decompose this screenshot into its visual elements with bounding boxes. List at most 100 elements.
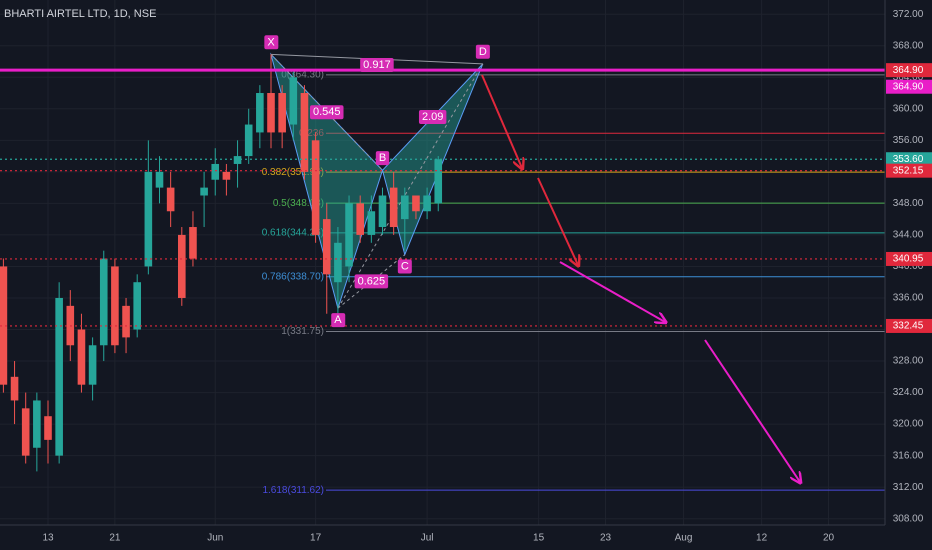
candle-body bbox=[278, 93, 286, 133]
y-tick-label: 368.00 bbox=[893, 40, 924, 51]
x-tick-label: 13 bbox=[42, 533, 54, 544]
ratio-label-bg bbox=[354, 274, 389, 289]
candle-body bbox=[0, 266, 8, 385]
point-label: D bbox=[479, 46, 487, 58]
price-label: 364.90 bbox=[893, 81, 924, 92]
x-tick-label: 20 bbox=[823, 533, 835, 544]
arrow bbox=[481, 74, 522, 168]
ratio-label-bg bbox=[309, 105, 344, 120]
y-tick-label: 356.00 bbox=[893, 135, 924, 146]
point-label-bg bbox=[375, 151, 390, 166]
price-label-bg bbox=[886, 163, 932, 178]
y-tick-label: 316.00 bbox=[893, 450, 924, 461]
candle-body bbox=[300, 93, 309, 172]
x-tick-label: 15 bbox=[533, 533, 545, 544]
x-tick-label: 21 bbox=[109, 533, 121, 544]
candle-body bbox=[200, 187, 208, 196]
fib-label: 1(331.75) bbox=[281, 326, 324, 337]
arrow bbox=[537, 177, 578, 265]
y-tick-label: 360.00 bbox=[893, 103, 924, 114]
fib-label: 0(364.30) bbox=[281, 70, 324, 81]
candle-body bbox=[367, 211, 376, 235]
x-tick-label: Aug bbox=[675, 533, 693, 544]
arrow bbox=[704, 339, 800, 482]
point-label-bg bbox=[475, 44, 490, 59]
point-label-bg bbox=[264, 35, 279, 50]
candle-body bbox=[423, 195, 431, 212]
pattern-fill bbox=[381, 63, 484, 257]
price-label: 352.15 bbox=[893, 165, 924, 176]
candle-body bbox=[166, 187, 175, 212]
x-tick-label: 12 bbox=[756, 533, 768, 544]
candle-body bbox=[55, 297, 63, 456]
candle-body bbox=[178, 234, 186, 298]
candle-body bbox=[233, 156, 242, 164]
fib-label: 0.618(344.26) bbox=[262, 228, 324, 239]
ratio-label: 0.545 bbox=[313, 106, 341, 118]
candle-body bbox=[122, 305, 130, 338]
candle-body bbox=[33, 400, 41, 448]
candle-body bbox=[99, 258, 108, 346]
candle-body bbox=[222, 171, 231, 180]
y-tick-label: 328.00 bbox=[893, 356, 924, 367]
candle-body bbox=[345, 203, 353, 267]
arrow bbox=[559, 261, 665, 322]
price-label: 353.60 bbox=[893, 154, 924, 165]
price-label-bg bbox=[886, 63, 932, 78]
candle-body bbox=[412, 195, 420, 212]
y-tick-label: 340.00 bbox=[893, 261, 924, 272]
candle-body bbox=[211, 163, 220, 180]
candle-body bbox=[189, 227, 197, 259]
ratio-label: 0.917 bbox=[363, 59, 391, 71]
candle-body bbox=[311, 140, 320, 235]
x-tick-label: 17 bbox=[310, 533, 322, 544]
price-label-bg bbox=[886, 318, 932, 333]
point-label: X bbox=[267, 36, 275, 48]
fib-label: 0.236 bbox=[299, 128, 324, 139]
x-tick-label: Jun bbox=[207, 533, 223, 544]
chart-title: BHARTI AIRTEL LTD, 1D, NSE bbox=[4, 8, 156, 20]
point-label-bg bbox=[331, 313, 346, 328]
candle-body bbox=[133, 282, 141, 330]
y-tick-label: 308.00 bbox=[893, 513, 924, 524]
candle-body bbox=[389, 187, 398, 228]
ratio-label: 0.625 bbox=[358, 275, 386, 287]
fib-label: 0.786(338.70) bbox=[262, 271, 324, 282]
y-tick-label: 372.00 bbox=[893, 9, 924, 20]
candle-body bbox=[267, 93, 275, 133]
candle-body bbox=[111, 266, 119, 346]
price-label: 332.45 bbox=[893, 321, 924, 332]
candle-body bbox=[244, 124, 253, 157]
y-tick-label: 312.00 bbox=[893, 482, 924, 493]
ratio-label: 2.09 bbox=[422, 111, 443, 123]
fib-label: 1.618(311.62) bbox=[262, 485, 324, 496]
price-label: 340.95 bbox=[893, 254, 924, 265]
candle-body bbox=[378, 195, 387, 228]
candle-body bbox=[21, 408, 30, 456]
candle-body bbox=[289, 77, 298, 125]
price-label-bg bbox=[886, 79, 932, 94]
price-label-bg bbox=[886, 152, 932, 167]
candle-body bbox=[88, 345, 97, 385]
x-tick-label: Jul bbox=[421, 533, 434, 544]
pattern-leg bbox=[337, 63, 484, 309]
candle-body bbox=[10, 376, 19, 401]
point-label: A bbox=[334, 314, 342, 326]
point-label-bg bbox=[397, 259, 412, 274]
y-tick-label: 364.00 bbox=[893, 72, 924, 83]
y-tick-label: 324.00 bbox=[893, 387, 924, 398]
ratio-label-bg bbox=[418, 109, 447, 124]
y-tick-label: 320.00 bbox=[893, 419, 924, 430]
price-label-bg bbox=[886, 251, 932, 266]
candle-body bbox=[322, 219, 331, 275]
candle-body bbox=[401, 195, 409, 220]
x-tick-label: 23 bbox=[600, 533, 612, 544]
point-label: C bbox=[401, 261, 409, 273]
y-tick-label: 344.00 bbox=[893, 230, 924, 241]
y-tick-label: 348.00 bbox=[893, 198, 924, 209]
fib-label: 0.5(348.03) bbox=[273, 198, 324, 209]
point-label: B bbox=[379, 152, 386, 164]
candle-body bbox=[334, 242, 342, 283]
candle-body bbox=[155, 171, 164, 188]
